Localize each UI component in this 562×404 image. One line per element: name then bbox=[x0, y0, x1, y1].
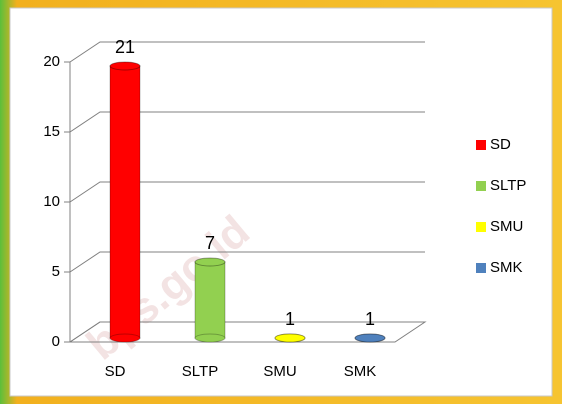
x-tick-label: SD bbox=[105, 363, 126, 380]
legend-label: SLTP bbox=[490, 177, 526, 194]
y-tick-label: 5 bbox=[52, 263, 60, 280]
grid-line bbox=[69, 251, 425, 273]
value-label: 1 bbox=[285, 309, 295, 329]
legend-label: SD bbox=[490, 136, 511, 153]
value-label: 7 bbox=[205, 233, 215, 253]
bar-cap bbox=[274, 333, 306, 343]
legend-swatch bbox=[476, 222, 486, 232]
x-tick-label: SMU bbox=[263, 363, 296, 380]
y-tick-label: 10 bbox=[43, 193, 60, 210]
bar-cap bbox=[354, 333, 386, 343]
bar-cap bbox=[109, 61, 141, 71]
x-tick-label: SMK bbox=[344, 363, 377, 380]
grid-line bbox=[69, 181, 425, 203]
x-tick-label: SLTP bbox=[182, 363, 218, 380]
bar-cap bbox=[194, 257, 226, 267]
bar bbox=[109, 65, 141, 339]
y-tick-label: 15 bbox=[43, 123, 60, 140]
value-label: 21 bbox=[115, 37, 135, 57]
legend-swatch bbox=[476, 263, 486, 273]
value-label: 1 bbox=[365, 309, 375, 329]
legend-label: SMK bbox=[490, 259, 523, 276]
bar-base bbox=[109, 333, 141, 343]
legend-swatch bbox=[476, 181, 486, 191]
bar bbox=[194, 261, 226, 339]
bar-base bbox=[194, 333, 226, 343]
grid-line bbox=[69, 41, 425, 63]
legend-swatch bbox=[476, 140, 486, 150]
plot-panel bbox=[9, 7, 553, 397]
grid-line bbox=[69, 111, 425, 133]
legend-label: SMU bbox=[490, 218, 523, 235]
y-tick-label: 0 bbox=[52, 333, 60, 350]
grid-line bbox=[69, 321, 425, 343]
y-tick-label: 20 bbox=[43, 53, 60, 70]
